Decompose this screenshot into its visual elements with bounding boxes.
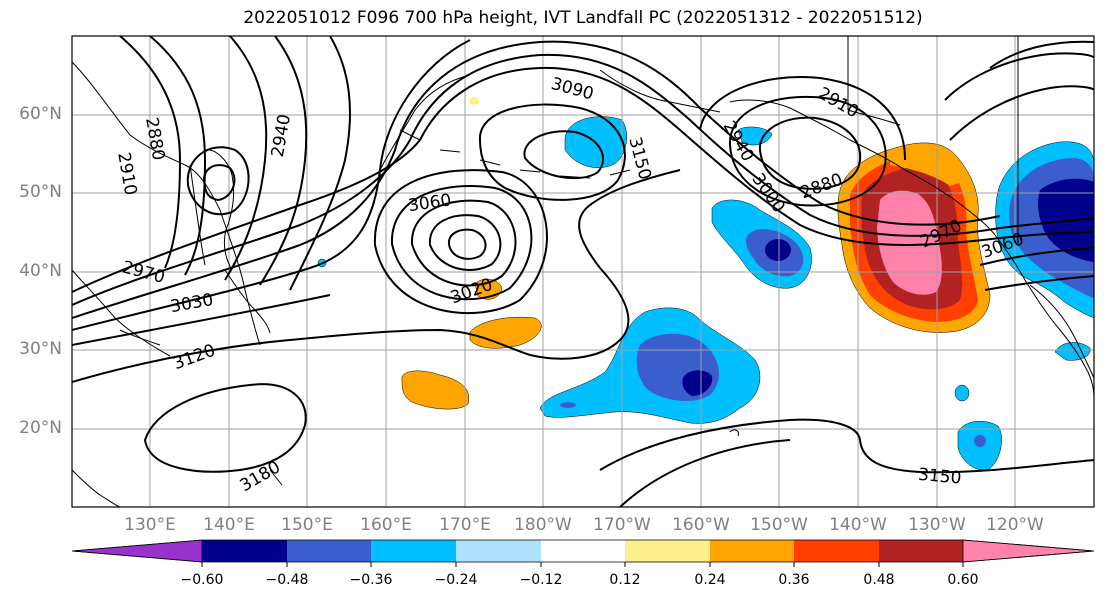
- lon-label: 140°W: [829, 515, 887, 535]
- lon-label: 130°E: [124, 515, 176, 535]
- colorbar-tick-label: −0.48: [265, 572, 309, 588]
- colorbar-tick-label: 0.24: [694, 572, 726, 588]
- lat-label: 50°N: [19, 182, 62, 202]
- lon-label: 130°W: [908, 515, 966, 535]
- lon-label: 170°E: [439, 515, 491, 535]
- colorbar-tick-label: 0.48: [863, 572, 895, 588]
- colorbar-tick-label: 0.12: [609, 572, 641, 588]
- lon-label: 180°W: [514, 515, 572, 535]
- map-panel: 2880 2910 2940 2970 3030 3120 3060 3090 …: [72, 36, 1094, 507]
- map-title: 2022051012 F096 700 hPa height, IVT Land…: [243, 8, 923, 28]
- height-contours: [72, 36, 1094, 507]
- colorbar-swatch: [371, 540, 456, 562]
- lon-label: 160°W: [672, 515, 730, 535]
- colorbar-swatch: [287, 540, 371, 562]
- lat-label: 30°N: [19, 339, 62, 359]
- lon-label: 150°W: [750, 515, 808, 535]
- lat-label: 20°N: [19, 418, 62, 438]
- colorbar-tick-label: −0.36: [349, 572, 393, 588]
- map-frame: [71, 35, 1095, 508]
- lon-label: 170°W: [593, 515, 651, 535]
- lat-label: 40°N: [19, 261, 62, 281]
- colorbar-swatch: [710, 540, 794, 562]
- lon-label: 140°E: [203, 515, 255, 535]
- colorbar-tick-label: 0.36: [778, 572, 810, 588]
- contour-label: 3150: [917, 465, 962, 489]
- colorbar-tick-label: −0.60: [180, 572, 224, 588]
- colorbar-swatch: [456, 540, 541, 562]
- colorbar: [71, 539, 1095, 567]
- colorbar-tick-label: 0.60: [947, 572, 979, 588]
- lat-label: 60°N: [19, 104, 62, 124]
- lon-label: 160°E: [360, 515, 412, 535]
- lon-label: 120°W: [986, 515, 1044, 535]
- colorbar-swatch: [202, 540, 287, 562]
- colorbar-swatch: [625, 540, 710, 562]
- colorbar-extend-high: [962, 539, 1095, 563]
- lon-label: 150°E: [281, 515, 333, 535]
- colorbar-swatch: [879, 540, 963, 562]
- colorbar-tick-label: −0.12: [519, 572, 563, 588]
- colorbar-tick-label: −0.24: [434, 572, 478, 588]
- ivt-shading: [317, 97, 1094, 471]
- colorbar-swatch: [541, 540, 625, 562]
- colorbar-swatch: [794, 540, 879, 562]
- colorbar-extend-low: [71, 539, 203, 563]
